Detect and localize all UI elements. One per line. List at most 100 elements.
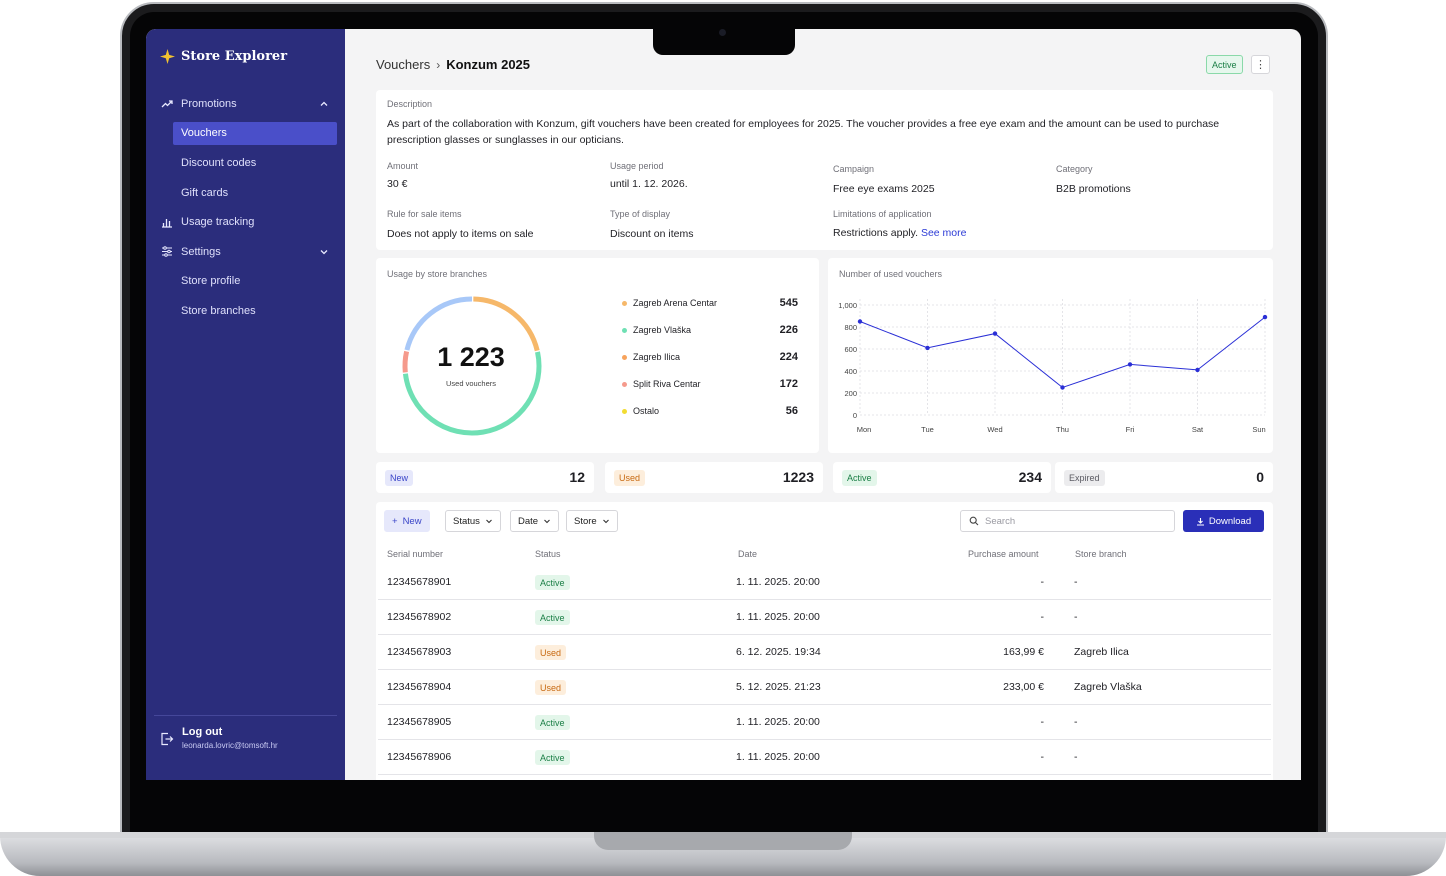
column-header-status[interactable]: Status [535, 549, 561, 559]
sidebar-item-promotions[interactable]: Promotions [146, 89, 345, 119]
see-more-link[interactable]: See more [920, 227, 967, 239]
data-point[interactable] [925, 345, 930, 351]
sidebar-item-settings[interactable]: Settings [146, 237, 345, 267]
column-header-date[interactable]: Date [738, 549, 758, 559]
date-cell: 1. 11. 2025. 20:00 [736, 751, 820, 763]
legend-dot: #f59a8c [622, 381, 627, 387]
chart-title: Number of used vouchers [839, 269, 943, 279]
data-point[interactable] [1127, 362, 1133, 367]
store-branch-cell: - [1074, 716, 1078, 728]
stat-card-active[interactable]: Active 234 [833, 462, 1051, 493]
table-row[interactable]: 12345678901 Active 1. 11. 2025. 20:00 - - [378, 565, 1271, 600]
new-voucher-button[interactable]: + New [384, 510, 430, 532]
breadcrumb: Vouchers › Konzum 2025 [376, 57, 530, 72]
legend-dot: #6fe0b4 [622, 327, 627, 333]
status-badge: Active [1206, 55, 1243, 74]
chevron-down-icon [320, 249, 328, 255]
more-menu-button[interactable]: ⋮ [1251, 55, 1270, 74]
legend-branch-value: 172 [779, 378, 798, 390]
chevron-down-icon [486, 519, 492, 524]
star-logo-icon [160, 49, 175, 64]
download-label: Download [1208, 515, 1252, 527]
x-tick-label: Tue [921, 425, 934, 434]
main-content: Vouchers › Konzum 2025 Active ⋮ Descript… [345, 29, 1301, 780]
donut-segment [404, 296, 473, 351]
chevron-down-icon [602, 519, 609, 524]
serial-number-cell: 12345678902 [387, 611, 452, 623]
legend-dot: #f2dc32 [622, 408, 627, 414]
brand-logo[interactable]: Store Explorer [160, 49, 287, 64]
usage-donut-chart [402, 296, 542, 436]
serial-number-cell: 12345678905 [387, 716, 452, 728]
legend-item: #f6b86a Zagreb Arena Centar 545 [622, 296, 798, 310]
donut-segment [473, 296, 540, 352]
column-header-store-branch[interactable]: Store branch [1075, 549, 1127, 559]
status-badge: Active [535, 715, 570, 730]
donut-total-label: Used vouchers [445, 379, 497, 388]
stat-card-expired[interactable]: Expired 0 [1055, 462, 1273, 493]
column-header-purchase-amount[interactable]: Purchase amount [968, 549, 1039, 559]
sidebar-item-discount-codes[interactable]: Discount codes [181, 156, 257, 169]
y-tick-label: 200 [844, 389, 857, 398]
trending-up-icon [160, 97, 173, 110]
sidebar: Store Explorer Promotions Vouchers Disco… [146, 29, 345, 780]
stat-badge: New [385, 470, 414, 486]
user-email: leonarda.lovric@tomsoft.hr [182, 741, 278, 750]
sidebar-item-gift-cards[interactable]: Gift cards [181, 186, 229, 199]
y-tick-label: 400 [844, 367, 857, 376]
x-tick-label: Mon [857, 425, 872, 434]
donut-total: 1 223 [437, 342, 505, 372]
data-point[interactable] [1262, 314, 1268, 320]
data-point[interactable] [1195, 367, 1200, 373]
search-placeholder: Search [985, 515, 1016, 527]
purchase-amount-cell: - [1040, 611, 1045, 623]
table-row[interactable]: 12345678904 Used 5. 12. 2025. 21:23 233,00 … [378, 670, 1271, 705]
rule-value: Does not apply to items on sale [387, 228, 534, 240]
status-badge: Active [535, 575, 570, 590]
usage-card-title: Usage by store branches [387, 269, 488, 279]
table-row[interactable]: 12345678903 Used 6. 12. 2025. 19:34 163,99 … [378, 635, 1271, 670]
purchase-amount-cell: 163,99 € [1003, 646, 1044, 658]
data-point[interactable] [857, 319, 863, 324]
stat-value: 0 [1256, 469, 1264, 485]
date-cell: 6. 12. 2025. 19:34 [736, 646, 821, 658]
date-cell: 5. 12. 2025. 21:23 [736, 681, 821, 693]
stat-card-used[interactable]: Used 1223 [605, 462, 823, 493]
breadcrumb-root[interactable]: Vouchers [376, 57, 431, 72]
store-branch-cell: - [1074, 576, 1078, 588]
download-button[interactable]: Download [1183, 510, 1264, 532]
breadcrumb-separator: › [436, 57, 441, 72]
table-row[interactable]: 12345678902 Active 1. 11. 2025. 20:00 - - [378, 600, 1271, 635]
x-tick-label: Fri [1126, 425, 1135, 434]
store-filter-label: Store [574, 515, 597, 527]
status-filter-dropdown[interactable]: Status [445, 510, 501, 532]
data-point[interactable] [992, 331, 998, 336]
legend-branch-value: 224 [779, 351, 798, 363]
sidebar-item-usage-tracking[interactable]: Usage tracking [146, 207, 345, 237]
sidebar-item-store-branches[interactable]: Store branches [181, 304, 256, 317]
sidebar-item-vouchers[interactable]: Vouchers [146, 119, 345, 149]
page-title: Konzum 2025 [446, 57, 531, 72]
legend-item: #f7a35c Zagreb Ilica 224 [622, 350, 798, 364]
category-value: B2B promotions [1056, 183, 1131, 195]
voucher-details-card: Description As part of the collaboration… [376, 90, 1273, 250]
legend-item: #6fe0b4 Zagreb Vlaška 226 [622, 323, 798, 337]
data-point[interactable] [1060, 385, 1065, 390]
column-header-serial[interactable]: Serial number [387, 549, 444, 559]
stat-badge: Active [842, 470, 877, 486]
legend-branch-value: 56 [785, 405, 798, 417]
store-filter-dropdown[interactable]: Store [566, 510, 618, 532]
usage-by-branches-card: Usage by store branches 1 223 Used vouch… [376, 258, 819, 453]
stat-badge: Used [614, 470, 646, 486]
y-tick-label: 800 [844, 323, 857, 332]
used-vouchers-chart-card: Number of used vouchers 1,000 800 600 400 20… [828, 258, 1273, 453]
sliders-icon [160, 245, 173, 258]
table-row[interactable]: 12345678906 Active 1. 11. 2025. 20:00 - - [378, 740, 1271, 775]
table-row[interactable]: 12345678905 Active 1. 11. 2025. 20:00 - - [378, 705, 1271, 740]
logout-button[interactable]: Log out leonarda.lovric@tomsoft.hr [160, 726, 278, 750]
sidebar-item-store-profile[interactable]: Store profile [181, 275, 241, 288]
search-input[interactable]: Search [960, 510, 1175, 532]
stat-card-new[interactable]: New 12 [376, 462, 594, 493]
date-filter-dropdown[interactable]: Date [510, 510, 560, 532]
